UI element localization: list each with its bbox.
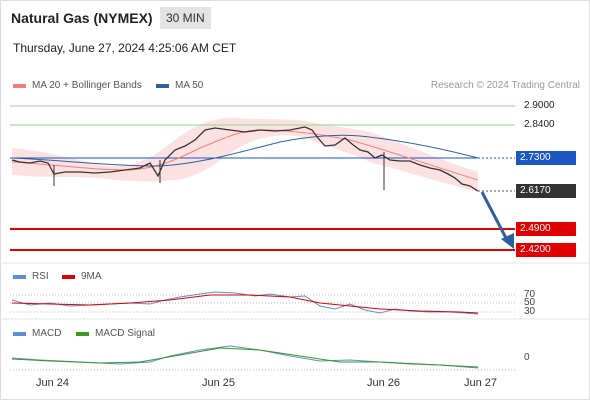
- legend-label: MA 20 + Bollinger Bands: [32, 80, 142, 91]
- support-2-label: 2.4200: [516, 243, 576, 257]
- timeframe-badge[interactable]: 30 MIN: [160, 7, 211, 29]
- resistance-2-label: 2.9000: [524, 100, 555, 111]
- legend-macd-signal: MACD Signal: [76, 328, 155, 339]
- legend-label: 9MA: [81, 271, 102, 282]
- resistance-1-label: 2.8400: [524, 119, 555, 130]
- macd-zero-label: 0: [524, 352, 530, 363]
- x-axis-label: Jun 24: [36, 377, 70, 389]
- forecast-arrow: [480, 191, 509, 241]
- bollinger-band: [12, 118, 478, 192]
- legend-rsi: RSI: [13, 271, 49, 282]
- macd-signal-swatch-icon: [76, 331, 89, 336]
- rsi-9ma-swatch-icon: [62, 274, 75, 279]
- macd-swatch-icon: [13, 331, 26, 336]
- ma50-swatch-icon: [156, 83, 169, 88]
- legend-label: RSI: [32, 271, 49, 282]
- ma20-swatch-icon: [13, 83, 26, 88]
- x-axis-label: Jun 25: [202, 377, 236, 389]
- legend-label: MACD: [32, 328, 62, 339]
- x-axis-label: Jun 27: [464, 377, 498, 389]
- price-line: [11, 126, 479, 192]
- support-1-label: 2.4900: [516, 222, 576, 236]
- x-axis-label: Jun 26: [367, 377, 401, 389]
- legend-macd: MACD: [13, 328, 61, 339]
- last-price-label: 2.6170: [516, 184, 576, 198]
- legend-ma50: MA 50: [156, 80, 203, 91]
- instrument-title: Natural Gas (NYMEX): [11, 10, 153, 26]
- rsi-swatch-icon: [13, 274, 26, 279]
- report-datetime: Thursday, June 27, 2024 4:25:06 AM CET: [13, 41, 237, 55]
- ma20-line: [11, 129, 479, 181]
- credit-text: Research © 2024 Trading Central: [430, 80, 580, 91]
- rsi-level-70: 70: [524, 289, 536, 300]
- legend-ma20-bollinger: MA 20 + Bollinger Bands: [13, 80, 142, 91]
- rsi-level-50: 50: [524, 297, 536, 308]
- macd-signal-line: [11, 347, 479, 368]
- rsi-9ma-line: [11, 294, 479, 314]
- rsi-level-30: 30: [524, 306, 536, 317]
- pivot-label: 2.7300: [516, 151, 576, 165]
- legend-label: MACD Signal: [95, 328, 156, 339]
- ma50-line: [11, 134, 479, 167]
- legend-rsi-9ma: 9MA: [62, 271, 102, 282]
- legend-label: MA 50: [175, 80, 204, 91]
- arrow-head-icon: [501, 233, 514, 249]
